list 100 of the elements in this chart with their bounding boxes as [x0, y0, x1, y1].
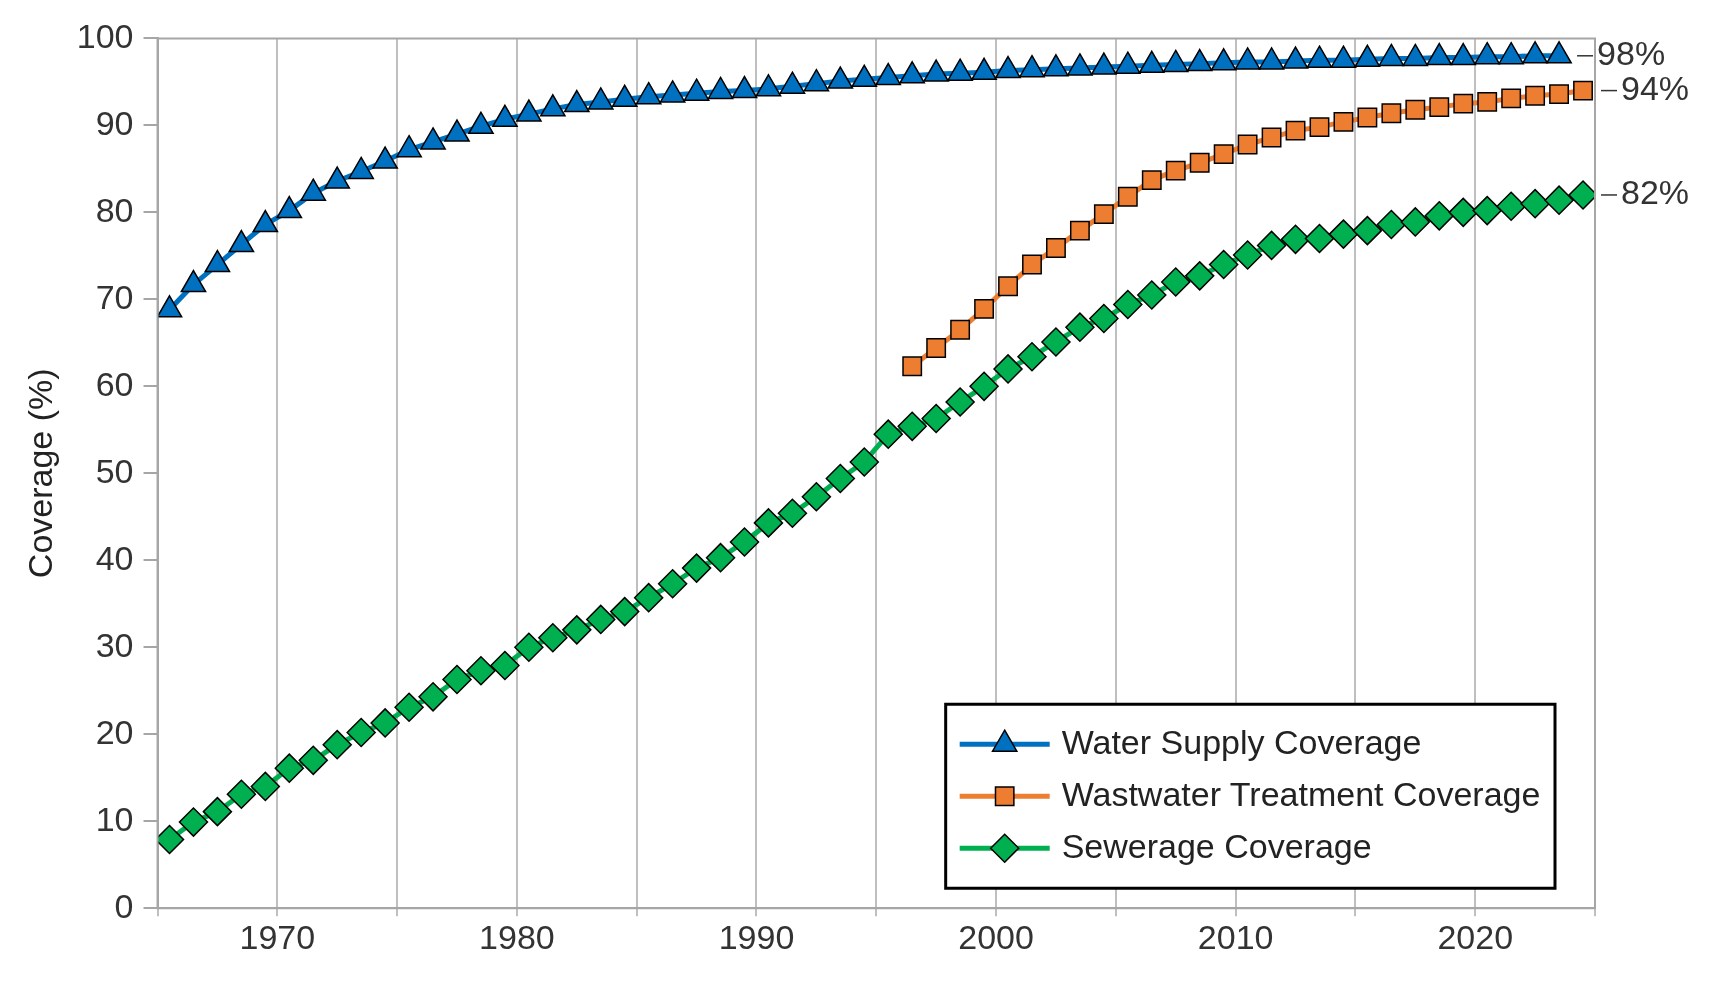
point — [466, 656, 496, 686]
point — [969, 371, 999, 402]
text: 82% — [1621, 173, 1690, 212]
point — [1113, 289, 1143, 320]
x-tick-label: 1990 — [718, 917, 795, 956]
point — [442, 664, 472, 695]
point — [801, 482, 832, 512]
point — [538, 622, 568, 653]
point — [157, 295, 183, 318]
legend-label: Wastwater Treatment Coverage — [1061, 774, 1541, 813]
point — [396, 134, 422, 158]
point — [420, 127, 446, 150]
point — [1210, 48, 1237, 71]
point — [444, 119, 470, 142]
y-tick-label: 90 — [95, 103, 134, 142]
point — [586, 604, 616, 635]
point — [1426, 42, 1453, 66]
point — [514, 632, 544, 663]
point — [1546, 41, 1572, 64]
point — [202, 796, 233, 827]
point — [468, 111, 494, 134]
point — [945, 387, 975, 417]
point — [950, 319, 971, 340]
point — [974, 298, 995, 319]
point — [683, 78, 710, 101]
point — [563, 89, 590, 113]
point — [1474, 41, 1501, 65]
y-tick-label: 80 — [95, 190, 134, 229]
x-tick-label: 1970 — [239, 917, 316, 956]
point — [1162, 49, 1189, 73]
point — [346, 717, 376, 748]
point — [180, 269, 207, 293]
point — [1041, 327, 1071, 357]
point — [1019, 54, 1045, 78]
legend-label: Sewerage Coverage — [1061, 826, 1372, 865]
point — [1065, 312, 1095, 342]
point — [252, 209, 279, 233]
point — [274, 753, 305, 783]
x-tick-label: 2010 — [1197, 917, 1274, 956]
point — [178, 807, 209, 837]
y-tick-label: 70 — [95, 277, 134, 316]
point — [516, 99, 542, 122]
point — [1402, 43, 1429, 67]
legend-label: Water Supply Coverage — [1061, 722, 1422, 761]
point — [777, 498, 808, 529]
point — [825, 463, 856, 494]
point — [324, 166, 351, 189]
x-tick-label: 2000 — [958, 917, 1034, 956]
y-axis-title: Coverage (%) — [20, 368, 59, 579]
point — [731, 75, 758, 99]
point — [372, 146, 398, 169]
point — [490, 650, 520, 681]
y-tick-label: 10 — [95, 799, 134, 838]
point — [993, 354, 1023, 384]
point — [635, 81, 662, 105]
point — [322, 729, 352, 760]
point — [1258, 47, 1285, 70]
point — [609, 596, 640, 627]
point — [1234, 47, 1261, 70]
point — [633, 582, 664, 613]
point — [394, 692, 424, 723]
point — [753, 508, 784, 538]
point — [827, 66, 854, 89]
point — [492, 104, 518, 128]
point — [1043, 54, 1069, 77]
point — [995, 55, 1021, 79]
point — [902, 356, 923, 377]
point — [926, 338, 947, 358]
point — [250, 771, 281, 802]
point — [923, 59, 950, 82]
point — [659, 80, 686, 103]
point — [1138, 50, 1165, 74]
point — [370, 708, 400, 738]
point — [1522, 41, 1548, 64]
point — [1378, 43, 1405, 67]
point — [1330, 45, 1357, 68]
point — [1067, 53, 1093, 76]
point — [1186, 48, 1213, 72]
point — [1114, 51, 1141, 74]
y-tick-label: 30 — [95, 625, 134, 664]
point — [873, 419, 903, 449]
point — [298, 745, 328, 776]
point — [204, 249, 231, 273]
point — [300, 178, 327, 201]
x-tick-label: 2020 — [1437, 917, 1514, 956]
y-tick-label: 0 — [114, 886, 134, 925]
y-tick-label: 50 — [95, 451, 134, 490]
point — [849, 447, 880, 477]
y-tick-label: 60 — [95, 364, 134, 403]
point — [1306, 45, 1333, 68]
y-tick-label: 20 — [95, 712, 134, 751]
point — [851, 64, 878, 88]
point — [897, 411, 927, 442]
point — [899, 61, 926, 84]
point — [226, 779, 257, 810]
point — [228, 229, 255, 253]
point — [418, 682, 448, 712]
point — [348, 156, 375, 180]
point — [1354, 44, 1381, 68]
y-tick-label: 40 — [95, 538, 134, 577]
